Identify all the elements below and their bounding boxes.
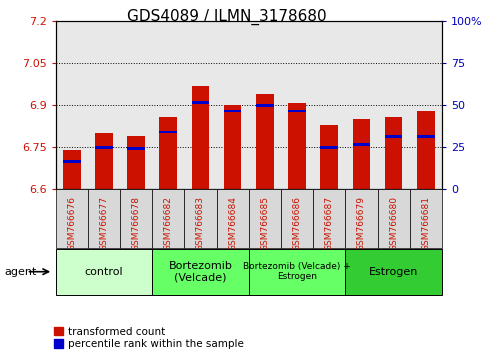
Bar bbox=[320, 125, 338, 189]
Bar bbox=[353, 119, 370, 189]
Bar bbox=[63, 150, 81, 189]
Bar bbox=[224, 105, 242, 189]
Bar bbox=[256, 104, 274, 107]
FancyBboxPatch shape bbox=[249, 249, 345, 295]
Text: GSM766678: GSM766678 bbox=[131, 196, 141, 251]
Bar bbox=[320, 146, 338, 149]
FancyBboxPatch shape bbox=[410, 189, 442, 248]
Bar bbox=[159, 131, 177, 133]
FancyBboxPatch shape bbox=[281, 189, 313, 248]
Text: Bortezomib
(Velcade): Bortezomib (Velcade) bbox=[169, 261, 232, 282]
FancyBboxPatch shape bbox=[120, 189, 152, 248]
Bar bbox=[417, 111, 435, 189]
FancyBboxPatch shape bbox=[313, 189, 345, 248]
Text: GDS4089 / ILMN_3178680: GDS4089 / ILMN_3178680 bbox=[127, 9, 327, 25]
FancyBboxPatch shape bbox=[249, 189, 281, 248]
Legend: transformed count, percentile rank within the sample: transformed count, percentile rank withi… bbox=[54, 327, 244, 349]
FancyBboxPatch shape bbox=[185, 189, 216, 248]
Text: Bortezomib (Velcade) +
Estrogen: Bortezomib (Velcade) + Estrogen bbox=[243, 262, 351, 281]
Bar bbox=[353, 143, 370, 146]
Bar bbox=[95, 133, 113, 189]
Text: Estrogen: Estrogen bbox=[369, 267, 418, 277]
Bar bbox=[385, 135, 402, 138]
FancyBboxPatch shape bbox=[152, 249, 249, 295]
Text: GSM766686: GSM766686 bbox=[293, 196, 301, 251]
FancyBboxPatch shape bbox=[345, 189, 378, 248]
Text: GSM766679: GSM766679 bbox=[357, 196, 366, 251]
Bar bbox=[127, 147, 145, 150]
Bar bbox=[192, 86, 209, 189]
FancyBboxPatch shape bbox=[56, 249, 152, 295]
Bar bbox=[288, 109, 306, 112]
Bar bbox=[192, 101, 209, 104]
Text: GSM766680: GSM766680 bbox=[389, 196, 398, 251]
Text: GSM766677: GSM766677 bbox=[99, 196, 108, 251]
FancyBboxPatch shape bbox=[56, 189, 88, 248]
Bar bbox=[127, 136, 145, 189]
Bar bbox=[95, 146, 113, 149]
Bar bbox=[63, 160, 81, 163]
Text: GSM766684: GSM766684 bbox=[228, 196, 237, 251]
Bar bbox=[385, 116, 402, 189]
Bar bbox=[159, 116, 177, 189]
FancyBboxPatch shape bbox=[345, 249, 442, 295]
Text: GSM766683: GSM766683 bbox=[196, 196, 205, 251]
FancyBboxPatch shape bbox=[378, 189, 410, 248]
Text: GSM766681: GSM766681 bbox=[421, 196, 430, 251]
Text: GSM766676: GSM766676 bbox=[67, 196, 76, 251]
Text: GSM766685: GSM766685 bbox=[260, 196, 270, 251]
Bar bbox=[224, 109, 242, 112]
Text: control: control bbox=[85, 267, 123, 277]
Bar bbox=[288, 103, 306, 189]
Bar bbox=[417, 135, 435, 138]
Text: GSM766687: GSM766687 bbox=[325, 196, 334, 251]
Text: GSM766682: GSM766682 bbox=[164, 196, 173, 251]
FancyBboxPatch shape bbox=[152, 189, 185, 248]
FancyBboxPatch shape bbox=[88, 189, 120, 248]
Bar bbox=[256, 94, 274, 189]
Text: agent: agent bbox=[5, 267, 37, 277]
FancyBboxPatch shape bbox=[216, 189, 249, 248]
